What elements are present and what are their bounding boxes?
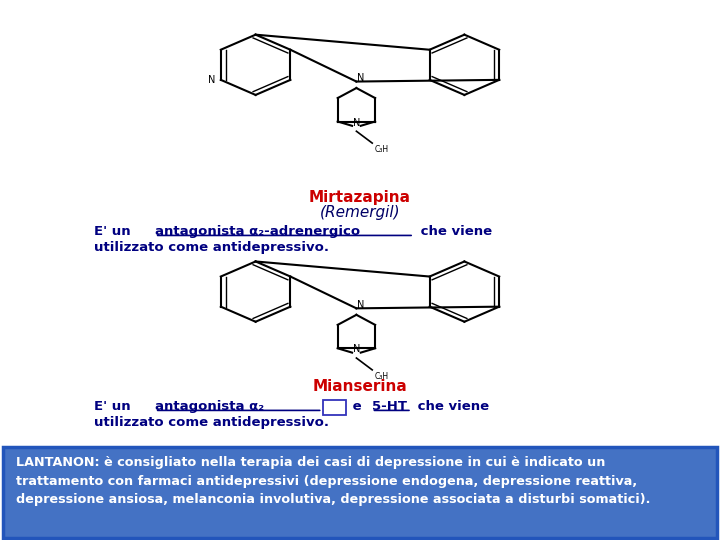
FancyBboxPatch shape	[323, 400, 346, 415]
Text: antagonista α₂: antagonista α₂	[155, 400, 264, 413]
Text: N: N	[353, 345, 360, 354]
Text: N: N	[357, 73, 364, 83]
Text: C₃H: C₃H	[374, 145, 389, 154]
Text: N: N	[353, 118, 360, 127]
Text: che viene: che viene	[413, 400, 490, 413]
Text: Mianserina: Mianserina	[312, 379, 408, 394]
Text: N: N	[209, 75, 216, 85]
Text: che viene: che viene	[416, 225, 492, 238]
Text: LANTANON: è consigliato nella terapia dei casi di depressione in cui è indicato : LANTANON: è consigliato nella terapia de…	[16, 456, 650, 507]
Text: utilizzato come antidepressivo.: utilizzato come antidepressivo.	[94, 416, 328, 429]
Text: utilizzato come antidepressivo.: utilizzato come antidepressivo.	[94, 241, 328, 254]
Text: 5-HT: 5-HT	[372, 400, 407, 413]
Text: E' un: E' un	[94, 225, 135, 238]
Text: C₃H: C₃H	[374, 372, 389, 381]
Text: N: N	[357, 300, 364, 310]
Text: e: e	[348, 400, 366, 413]
FancyBboxPatch shape	[3, 447, 717, 538]
Text: Mirtazapina: Mirtazapina	[309, 190, 411, 205]
Text: E' un: E' un	[94, 400, 135, 413]
Text: antagonista α₂-adrenergico: antagonista α₂-adrenergico	[155, 225, 360, 238]
Text: (Remergil): (Remergil)	[320, 205, 400, 220]
